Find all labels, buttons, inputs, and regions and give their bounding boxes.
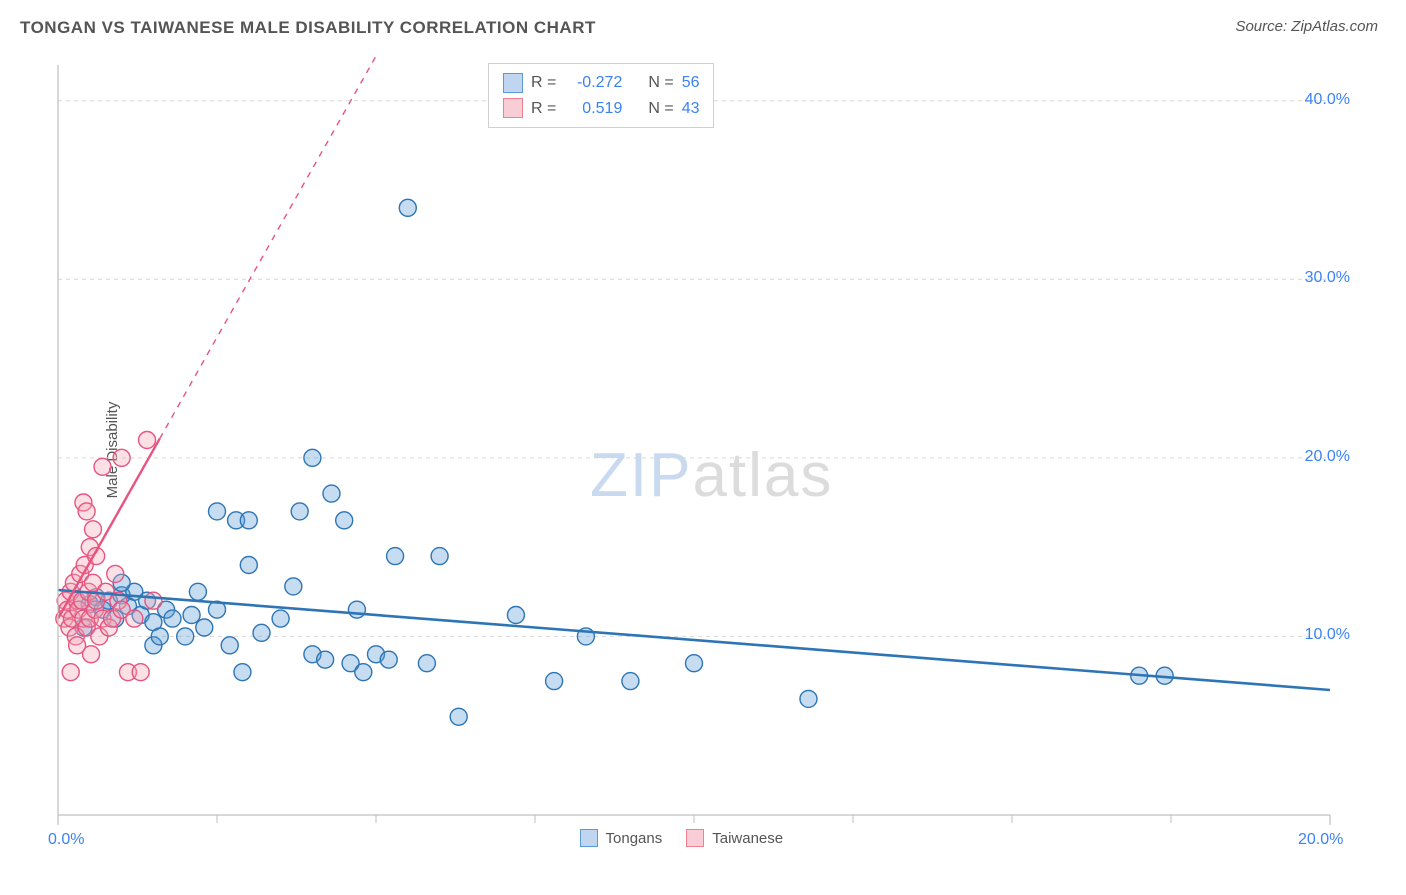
series-legend-label: Taiwanese — [712, 830, 783, 847]
series-legend-label: Tongans — [606, 830, 663, 847]
legend-n-value: 43 — [682, 96, 700, 122]
legend-n-label: N = — [648, 70, 673, 96]
x-tick-label: 20.0% — [1298, 831, 1343, 849]
legend-r-label: R = — [531, 96, 556, 122]
legend-n-label: N = — [648, 96, 673, 122]
legend-swatch — [503, 73, 523, 93]
correlation-legend-row: R = -0.272 N = 56 — [503, 70, 699, 96]
x-tick-label: 0.0% — [48, 831, 84, 849]
y-tick-label: 10.0% — [1305, 626, 1350, 644]
legend-r-value: 0.519 — [564, 96, 622, 122]
scatter-chart-svg — [50, 55, 1360, 895]
y-tick-label: 20.0% — [1305, 448, 1350, 466]
legend-swatch — [580, 829, 598, 847]
plot-area: Male Disability ZIPatlas R =-0.272N =56R… — [50, 55, 1360, 845]
series-legend-item: Tongans — [580, 829, 663, 847]
y-tick-label: 30.0% — [1305, 269, 1350, 287]
legend-swatch — [503, 98, 523, 118]
series-legend-item: Taiwanese — [686, 829, 783, 847]
correlation-legend-row: R = 0.519 N = 43 — [503, 96, 699, 122]
source-label: Source: ZipAtlas.com — [1235, 18, 1378, 35]
chart-container: TONGAN VS TAIWANESE MALE DISABILITY CORR… — [0, 0, 1406, 892]
chart-title: TONGAN VS TAIWANESE MALE DISABILITY CORR… — [20, 18, 596, 38]
legend-r-value: -0.272 — [564, 70, 622, 96]
legend-n-value: 56 — [682, 70, 700, 96]
series-legend: Tongans Taiwanese — [580, 829, 784, 847]
legend-r-label: R = — [531, 70, 556, 96]
correlation-legend: R = -0.272 N = 56 R = 0.519 N = 43 — [488, 63, 714, 128]
legend-swatch — [686, 829, 704, 847]
y-tick-label: 40.0% — [1305, 91, 1350, 109]
